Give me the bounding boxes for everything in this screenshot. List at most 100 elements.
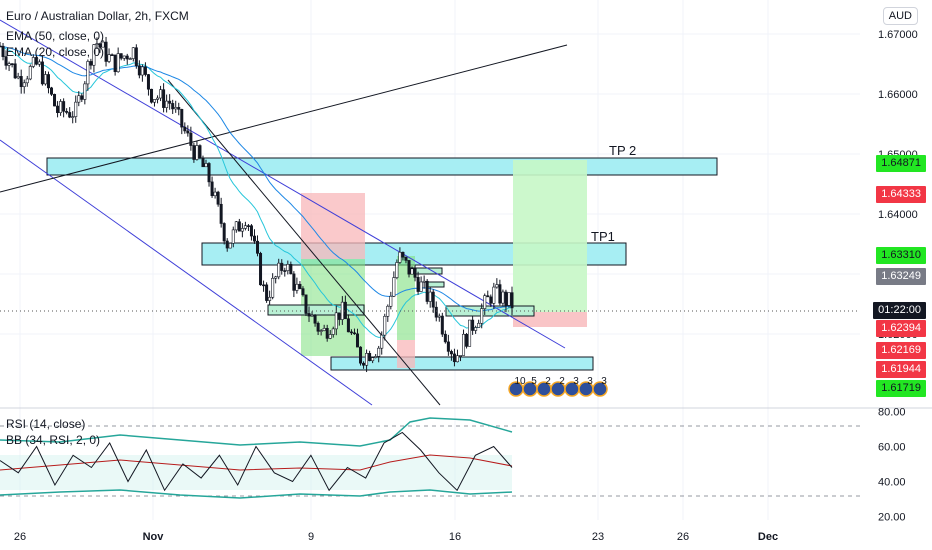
candle-body [195, 145, 199, 160]
candle-body [437, 315, 441, 318]
bb-legend-item[interactable]: BB (34, RSI, 2, 0) [6, 433, 101, 447]
candle-body [310, 314, 314, 317]
candle-body [458, 355, 462, 357]
candle-body [383, 315, 387, 336]
candle-body [153, 99, 157, 103]
candle-body [122, 55, 126, 59]
candle-body [216, 191, 220, 205]
candle-body [13, 63, 17, 79]
candle-body [501, 291, 505, 304]
rsi-tick-label: 20.00 [878, 512, 906, 524]
price-badge: 1.62169 [876, 342, 926, 359]
candle-body [180, 109, 184, 128]
price-axis[interactable]: 1.670001.660001.650001.640001.630001.620… [878, 29, 918, 341]
candle-body [307, 313, 311, 317]
candle-body [474, 327, 478, 331]
candle-body [325, 328, 329, 339]
candle-body [362, 362, 366, 366]
currency-button[interactable]: AUD [882, 7, 918, 25]
candle-body [59, 101, 63, 113]
candle-body [355, 333, 359, 348]
candle-body [425, 280, 429, 302]
rsi-tick-label: 60.00 [878, 442, 906, 454]
time-tick-label: 16 [449, 531, 461, 543]
candle-body [62, 101, 66, 112]
candle-body [452, 353, 456, 363]
candle-body [256, 240, 260, 254]
candle-body [116, 53, 120, 73]
candle-body [431, 291, 435, 308]
tp2-zone [46, 157, 718, 176]
candle-body [249, 225, 253, 237]
event-markers[interactable]: 10 5 2 2 3 3 3 [508, 376, 608, 397]
trendlines [0, 19, 568, 406]
candle-body [352, 332, 356, 335]
small-box-4 [425, 281, 445, 288]
tp2-label: TP 2 [609, 143, 636, 158]
symbol-title[interactable]: Euro / Australian Dollar, 2h, FXCM [6, 9, 189, 23]
price-badge: 1.62394 [876, 320, 926, 337]
candle-body [159, 89, 163, 99]
candle-body [234, 221, 238, 231]
candle-body [259, 253, 263, 286]
candle-body [28, 66, 32, 80]
time-tick-label: Dec [758, 531, 778, 543]
candle-body [183, 126, 187, 132]
candle-body [313, 314, 317, 324]
candle-body [168, 100, 172, 104]
candle-body [219, 203, 223, 224]
candle-body [465, 333, 469, 347]
candle-body [301, 288, 305, 296]
candle-body [189, 132, 193, 146]
candle-body [446, 341, 450, 352]
candle-body [268, 296, 272, 301]
candle-body [319, 330, 323, 332]
candle-body [177, 107, 181, 110]
candle-body [56, 105, 60, 113]
rising-trend-line [0, 44, 568, 193]
candle-body [389, 295, 393, 307]
price-badge: 1.63310 [876, 247, 926, 264]
candle-body [125, 55, 129, 60]
candle-body [507, 292, 511, 306]
candle-body [419, 281, 423, 292]
candle-body [486, 295, 490, 298]
candle-body [119, 53, 123, 59]
rsi-legend-item[interactable]: RSI (14, close) [6, 417, 86, 431]
rsi-tick-label: 40.00 [878, 477, 906, 489]
candle-body [286, 264, 290, 271]
candle-body [410, 268, 414, 275]
candle-body [468, 319, 472, 347]
candle-body [68, 112, 72, 118]
candle-body [101, 41, 105, 48]
candle-body [74, 101, 78, 117]
rsi-bb-basis [0, 454, 513, 471]
candle-body [483, 295, 487, 309]
candle-body [271, 277, 275, 298]
long-target-area-2 [513, 160, 587, 312]
candle-body [0, 45, 2, 48]
candle-body [34, 57, 38, 65]
rsi-axis[interactable]: 80.00 60.00 40.00 20.00 [878, 407, 906, 524]
event-count: 3 [587, 376, 593, 387]
candle-body [65, 111, 69, 113]
candle-body [46, 74, 50, 89]
candle-body [298, 283, 302, 289]
candle-body [334, 312, 338, 330]
time-axis[interactable]: 26 Nov 9 16 23 26 Dec [14, 531, 778, 543]
ema-50-legend[interactable]: EMA (50, close, 0) [6, 29, 105, 43]
candle-body [377, 347, 381, 357]
candle-body [186, 130, 190, 134]
price-badge: 1.61944 [876, 361, 926, 378]
candle-body [331, 328, 335, 335]
economic-event-icon[interactable] [592, 381, 608, 397]
candle-body [40, 61, 44, 85]
candle-body [280, 262, 284, 271]
candle-body [337, 312, 341, 320]
candle-body [510, 292, 514, 309]
candle-body [407, 260, 411, 275]
ema-20-legend[interactable]: EMA (20, close, 0) [6, 45, 105, 59]
falling-trend-line [167, 79, 441, 406]
candle-body [365, 353, 369, 366]
